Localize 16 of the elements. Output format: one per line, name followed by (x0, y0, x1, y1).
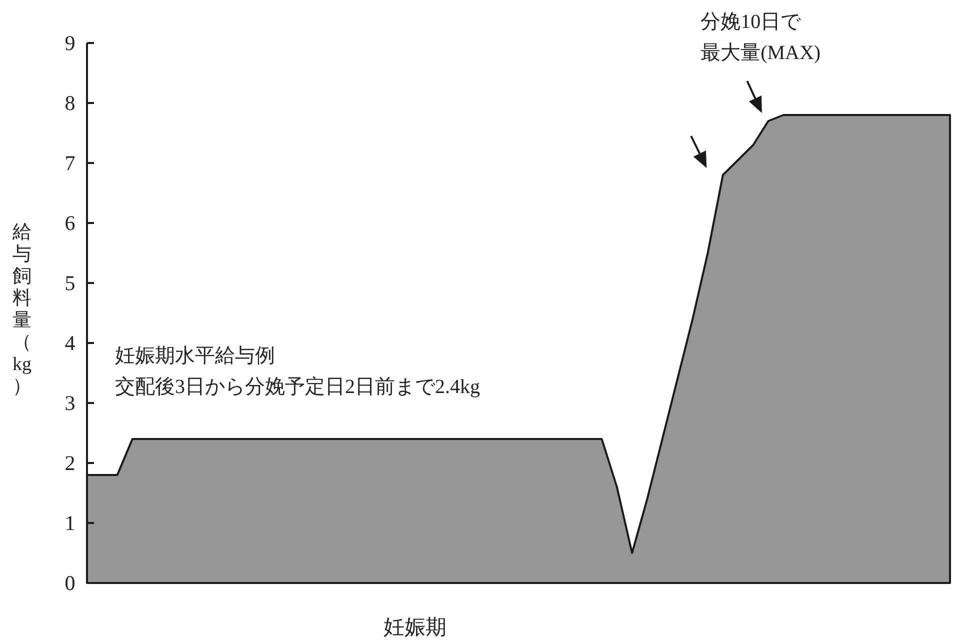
y-axis-title: 給与飼料量（kg） (12, 222, 32, 397)
y-tick-label: 3 (64, 391, 76, 415)
annotation: 最大量(MAX) (700, 42, 821, 64)
y-tick-label: 7 (64, 151, 76, 175)
y-tick-label: 4 (64, 331, 76, 355)
x-axis-title: 妊娠期 (383, 615, 446, 639)
y-tick-label: 8 (64, 91, 76, 115)
y-tick-label: 5 (64, 271, 76, 295)
annotation: 妊娠期水平給与例 (115, 345, 275, 367)
y-tick-label: 1 (64, 511, 76, 535)
annotation: 交配後3日から分娩予定日2日前まで2.4kg (115, 376, 480, 398)
y-tick-label: 2 (64, 451, 76, 475)
y-tick-label: 9 (64, 31, 76, 55)
y-tick-label: 0 (64, 571, 76, 595)
y-tick-label: 6 (64, 211, 76, 235)
text: 分娩10日で (700, 11, 802, 33)
